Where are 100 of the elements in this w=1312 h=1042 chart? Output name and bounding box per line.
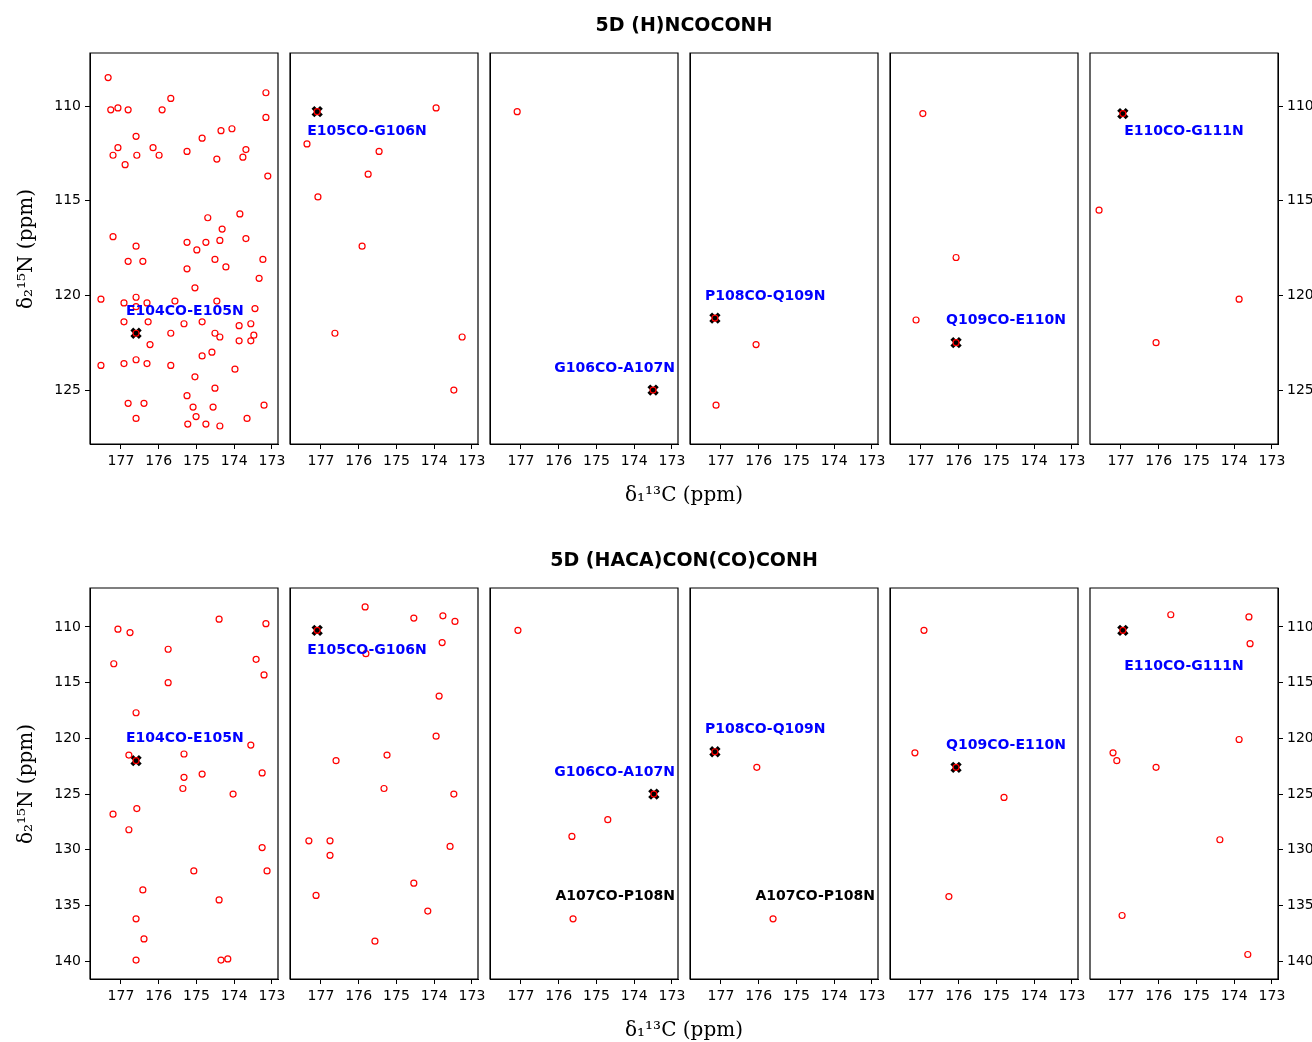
point (450, 790, 458, 798)
point (215, 896, 223, 904)
point (1152, 339, 1160, 347)
x-tick-label: 176 (945, 452, 973, 469)
point (132, 915, 140, 923)
x-tick-label: 173 (1058, 987, 1086, 1004)
point (1167, 611, 1175, 619)
point (569, 915, 577, 923)
point (1000, 793, 1008, 802)
x-tick-label: 175 (583, 987, 610, 1004)
point (263, 867, 271, 875)
x-tick-label: 177 (107, 452, 135, 469)
point (262, 620, 270, 628)
x-tick-label: 174 (620, 452, 648, 469)
x-tick-label: 173 (258, 452, 286, 469)
point (140, 935, 148, 943)
x-tick-label: 175 (383, 452, 410, 469)
point (190, 867, 198, 875)
y-axis-title: δ₂¹⁵N (ppm) (13, 187, 37, 311)
x-tick-label: 175 (583, 452, 610, 469)
point (446, 842, 454, 851)
point (180, 750, 188, 758)
y2-tick-label: 110 (1287, 617, 1312, 634)
x-tick-label: 174 (420, 452, 448, 469)
x-tick-label: 177 (107, 987, 135, 1004)
y2-tick-label: 110 (1287, 96, 1312, 113)
x-tick-label: 174 (420, 987, 448, 1004)
point (125, 826, 133, 834)
y-tick-label: 115 (54, 673, 81, 690)
point (1235, 295, 1243, 303)
x-tick-label: 177 (907, 452, 935, 469)
x-tick-label: 174 (820, 987, 848, 1004)
point (314, 193, 322, 201)
x-tick-label: 176 (1145, 987, 1173, 1004)
point (179, 784, 187, 793)
x-axis-title: δ₁¹³C (ppm) (624, 482, 744, 506)
x-tick-label: 175 (183, 987, 210, 1004)
x-tick-label: 177 (707, 987, 735, 1004)
chart-title: 5D (HACA)CON(CO)CONH (549, 548, 819, 570)
point (945, 892, 953, 901)
point (568, 832, 576, 841)
y2-tick-label: 120 (1287, 729, 1312, 746)
point (139, 886, 147, 894)
x-tick-label: 175 (783, 452, 810, 469)
x-tick-label: 176 (545, 987, 573, 1004)
point (383, 751, 391, 759)
point (380, 784, 388, 793)
point (1118, 911, 1126, 920)
y-tick-label: 110 (54, 617, 81, 634)
x-tick-label: 173 (458, 452, 486, 469)
annotation: E105CO-G106N (307, 122, 427, 139)
x-tick-label: 175 (1183, 452, 1210, 469)
point (1245, 613, 1253, 621)
point (132, 956, 140, 964)
point (198, 770, 206, 778)
point (1235, 735, 1243, 744)
annotation: G106CO-A107N (554, 358, 676, 375)
y2-tick-label: 125 (1287, 380, 1312, 397)
x-tick-label: 176 (1145, 452, 1173, 469)
x-tick-label: 175 (383, 987, 410, 1004)
point (326, 851, 334, 859)
y2-tick-label: 130 (1287, 840, 1312, 857)
x-tick-label: 173 (1058, 452, 1086, 469)
x-tick-label: 176 (945, 987, 973, 1004)
point (432, 732, 440, 740)
point (1095, 206, 1103, 214)
x-axis-title: δ₁¹³C (ppm) (624, 1017, 744, 1041)
point (952, 253, 960, 262)
x-tick-label: 175 (183, 452, 210, 469)
y-axis-title: δ₂¹⁵N (ppm) (13, 722, 37, 846)
point (358, 242, 366, 250)
point (458, 333, 466, 341)
y2-tick-label: 135 (1287, 896, 1312, 913)
point (912, 316, 920, 324)
y-tick-label: 130 (54, 840, 81, 857)
x-tick-label: 173 (1258, 987, 1286, 1004)
annotation: P108CO-Q109N (704, 720, 826, 737)
x-tick-label: 173 (458, 987, 486, 1004)
x-tick-label: 177 (707, 452, 735, 469)
x-tick-label: 175 (1183, 987, 1210, 1004)
point (217, 956, 225, 964)
point (215, 615, 223, 623)
x-tick-label: 174 (1220, 987, 1248, 1004)
x-tick-label: 176 (545, 452, 573, 469)
point (125, 751, 133, 759)
point (450, 386, 458, 394)
x-tick-label: 174 (1220, 452, 1248, 469)
y-tick-label: 125 (54, 380, 81, 397)
point (375, 147, 383, 156)
point (439, 612, 447, 620)
point (514, 626, 522, 634)
point (110, 660, 118, 668)
point (326, 837, 334, 845)
point (331, 329, 339, 337)
y-tick-label: 125 (54, 784, 81, 801)
annotation: P108CO-Q109N (704, 286, 826, 303)
annotation: Q109CO-E110N (946, 735, 1066, 752)
point (132, 709, 140, 717)
x-tick-label: 173 (858, 452, 886, 469)
x-tick-label: 175 (783, 987, 810, 1004)
